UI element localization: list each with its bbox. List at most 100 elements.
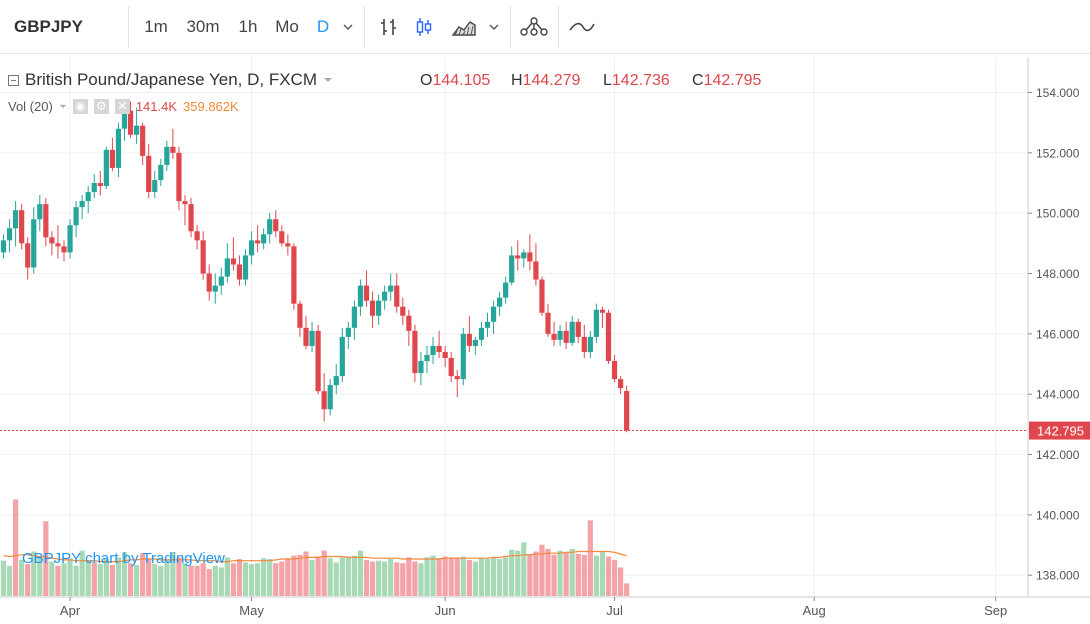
volume-bar	[472, 561, 478, 596]
volume-bar	[363, 559, 370, 596]
volume-bar	[73, 565, 79, 596]
interval-day[interactable]: D	[316, 16, 330, 36]
candle-body	[490, 306, 497, 322]
eye-icon[interactable]: ◉	[72, 99, 88, 114]
volume-bar	[424, 557, 430, 596]
candles-chart-type-icon[interactable]	[406, 0, 442, 53]
candle-body	[503, 282, 509, 298]
interval-30m[interactable]: 30m	[186, 16, 220, 36]
open-value: 144.105	[432, 72, 491, 89]
chevron-down-icon[interactable]	[338, 0, 358, 53]
candle	[436, 330, 442, 358]
symbol-search[interactable]: GBPJPY	[14, 16, 83, 36]
candle	[279, 225, 285, 247]
open-label: O	[420, 72, 433, 89]
candle-body	[424, 354, 430, 362]
candle	[315, 324, 321, 395]
volume-bars	[0, 499, 630, 596]
candle	[79, 195, 85, 220]
candle-body	[587, 336, 593, 352]
volume-bar	[79, 550, 85, 596]
candle	[539, 276, 545, 316]
candle-body	[49, 237, 55, 244]
settings-icon[interactable]: ⚙	[93, 99, 109, 114]
candle	[412, 324, 418, 383]
price-tick-label: 150.000	[1036, 207, 1080, 221]
candle	[503, 276, 509, 304]
area-chart-type-icon[interactable]	[446, 0, 482, 53]
volume-bar	[0, 560, 7, 596]
chevron-down-icon[interactable]	[323, 77, 333, 83]
tradingview-watermark[interactable]: GBPJPY chart by TradingView	[22, 550, 225, 567]
interval-1h[interactable]: 1h	[238, 16, 258, 36]
candle	[454, 370, 460, 398]
volume-bar	[575, 554, 581, 596]
candle	[103, 146, 109, 190]
candle-body	[206, 273, 212, 292]
high-value: 144.279	[522, 72, 581, 89]
price-chart[interactable]: 154.000 152.000 150.000 148.000 146.000 144.0…	[0, 57, 1090, 624]
candle-body	[55, 243, 61, 247]
candle	[248, 231, 255, 265]
volume-bar	[430, 555, 436, 596]
low-label: L	[603, 72, 612, 89]
volume-bar	[176, 557, 182, 596]
candle-body	[31, 219, 37, 268]
candle	[236, 255, 243, 286]
volume-bar	[376, 560, 382, 596]
compare-icon[interactable]	[514, 0, 554, 53]
candle-body	[611, 361, 618, 380]
bar-chart-type-icon[interactable]	[370, 0, 408, 53]
candle-body	[521, 252, 527, 259]
volume-bar	[200, 563, 206, 596]
candle	[43, 198, 49, 247]
candle	[109, 137, 115, 171]
interval-1m[interactable]: 1m	[144, 16, 168, 36]
candle	[140, 122, 146, 165]
candle-body	[418, 361, 424, 374]
series-title[interactable]: British Pound/Japanese Yen, D, FXCM	[25, 70, 317, 89]
price-tick-label: 142.000	[1036, 448, 1080, 462]
chevron-down-icon[interactable]	[484, 0, 504, 53]
time-tick-label: Aug	[803, 603, 826, 618]
candle-body	[127, 110, 134, 135]
candle-body	[158, 164, 164, 180]
candle-body	[297, 303, 303, 328]
volume-bar	[533, 551, 539, 596]
volume-bar	[593, 555, 599, 596]
candle	[309, 321, 315, 352]
volume-bar	[61, 563, 67, 596]
candle	[127, 101, 134, 138]
candle-body	[0, 240, 7, 253]
interval-month[interactable]: Mo	[275, 16, 299, 36]
volume-bar	[412, 561, 418, 596]
candle	[388, 273, 394, 301]
candle-body	[291, 246, 297, 304]
volume-bar	[618, 567, 624, 596]
chevron-down-icon[interactable]	[59, 104, 67, 109]
indicators-icon[interactable]	[562, 0, 602, 53]
candle	[472, 336, 478, 355]
candle	[255, 225, 261, 253]
volume-bar	[236, 559, 243, 596]
candle	[37, 195, 43, 232]
volume-bar	[466, 559, 472, 596]
volume-bar	[388, 559, 394, 596]
collapse-legend-icon[interactable]	[8, 74, 19, 86]
price-axis: 154.000 152.000 150.000 148.000 146.000 144.0…	[1028, 86, 1080, 583]
candle-body	[279, 231, 285, 244]
volume-bar	[170, 552, 176, 596]
close-icon[interactable]: ✕	[114, 99, 130, 114]
volume-bar	[478, 558, 485, 596]
candle-body	[13, 210, 19, 229]
candle	[593, 303, 599, 343]
volume-study-title[interactable]: Vol (20)	[8, 99, 53, 114]
volume-bar	[230, 563, 236, 596]
candle-body	[363, 285, 370, 301]
candle-body	[248, 240, 255, 256]
volume-bar	[521, 542, 527, 596]
candle-body	[140, 125, 146, 156]
volume-bar	[85, 560, 91, 596]
volume-bar	[115, 557, 122, 596]
volume-bar	[194, 565, 200, 596]
